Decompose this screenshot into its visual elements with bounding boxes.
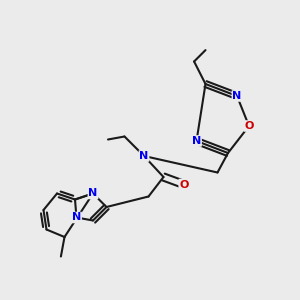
Text: O: O	[179, 179, 189, 190]
Text: N: N	[88, 188, 98, 199]
Text: N: N	[232, 91, 242, 101]
Text: N: N	[72, 212, 81, 223]
Text: N: N	[192, 136, 201, 146]
Text: O: O	[244, 121, 254, 131]
Text: N: N	[140, 151, 148, 161]
